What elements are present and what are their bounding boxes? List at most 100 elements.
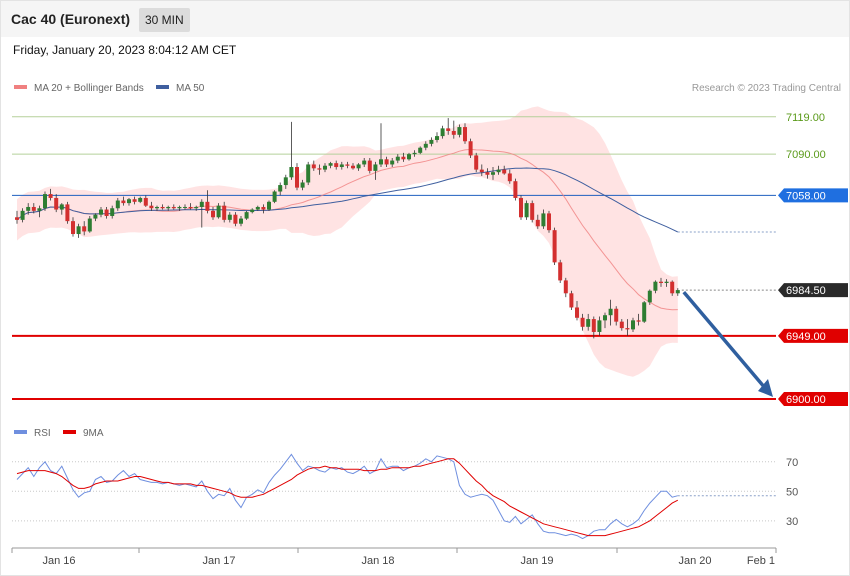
candle (222, 201, 227, 223)
candle (530, 200, 535, 223)
candle-body (440, 128, 445, 137)
candle-body (519, 197, 523, 218)
candle-body (608, 308, 613, 316)
candle-body (132, 199, 137, 202)
candle (82, 221, 87, 236)
candle (614, 306, 619, 326)
candle-body (115, 200, 120, 209)
candle-body (479, 169, 484, 173)
candle (261, 204, 266, 214)
candle (423, 141, 428, 151)
candle-body (502, 169, 507, 174)
candle (513, 178, 518, 201)
chart-header: Cac 40 (Euronext) 30 MIN (1, 1, 849, 37)
candle-body (670, 281, 675, 294)
candle-body (625, 328, 630, 330)
candle-body (491, 172, 495, 175)
level-label-7058.00: 7058.00 (786, 190, 826, 202)
candle-body (43, 194, 47, 209)
candle-body (65, 204, 70, 222)
candle (541, 209, 546, 229)
candle-body (373, 164, 378, 171)
candle (345, 161, 350, 169)
candle (351, 163, 355, 170)
candle (239, 215, 243, 227)
candle-body (496, 169, 501, 173)
candle (379, 123, 383, 168)
candle-body (390, 160, 395, 165)
candle (597, 316, 602, 336)
candle-body (295, 167, 299, 188)
legend-label-rsi: RSI (34, 428, 51, 439)
candle (317, 164, 322, 175)
moving-averages (16, 148, 776, 311)
legend-swatch-ma20 (14, 85, 27, 89)
candle-body (250, 209, 255, 213)
bollinger-band-area (17, 106, 678, 377)
candle (233, 212, 238, 227)
candle (59, 203, 64, 215)
rsi-lines (16, 453, 776, 540)
candle (373, 161, 378, 180)
candle (619, 319, 624, 331)
candle-body (659, 281, 663, 283)
candle-body (356, 164, 361, 169)
candle-body (429, 139, 434, 144)
candle (110, 205, 115, 219)
candle-body (227, 214, 232, 220)
level-labels: 7119.00 7090.00 7058.00 6984.50 6949.00 6900.… (778, 112, 848, 406)
candle-body (642, 302, 647, 322)
candle (155, 205, 159, 211)
candle (132, 196, 137, 205)
candle-body (194, 206, 199, 209)
candle-body (93, 214, 98, 219)
candle-body (334, 163, 339, 168)
timeframe-button[interactable]: 30 MIN (139, 8, 190, 32)
rsi-tick-label: 30 (786, 516, 798, 528)
candle-body (59, 204, 64, 210)
candle (608, 299, 613, 326)
candle (653, 280, 658, 294)
candle (183, 204, 187, 210)
candle-body (205, 201, 210, 211)
candle (138, 196, 143, 204)
candle (65, 201, 70, 224)
candle (664, 279, 669, 287)
candle (631, 317, 635, 332)
candle-body (99, 209, 103, 215)
candle (491, 167, 495, 180)
candle (356, 163, 361, 171)
candle-body (171, 206, 176, 209)
arrow-head (758, 378, 773, 397)
candle (76, 223, 81, 238)
rsi-axis-ticks: 70 50 30 (786, 457, 798, 528)
candle-body (636, 320, 641, 322)
candle-body (138, 197, 143, 202)
candle-body (345, 164, 350, 166)
candle (502, 165, 507, 175)
level-label-6984.50: 6984.50 (786, 285, 826, 297)
legend-swatch-rsi (14, 430, 27, 434)
candle-body (395, 156, 400, 161)
candle-body (188, 206, 193, 209)
candle-body (631, 320, 635, 330)
x-tick-label: Jan 20 (678, 555, 711, 567)
candle (211, 206, 215, 220)
candle-body (603, 315, 607, 321)
candle-body (362, 160, 367, 165)
candle (289, 121, 294, 180)
candle (547, 210, 551, 233)
candle-body (457, 127, 462, 135)
candle (451, 120, 456, 139)
x-tick-label: Feb 1 (747, 555, 775, 567)
candle (642, 301, 647, 323)
candle (429, 137, 434, 147)
candle (563, 277, 568, 298)
candle (216, 203, 221, 219)
candle (160, 204, 165, 210)
x-tick-label: Jan 19 (520, 555, 553, 567)
candle (71, 217, 75, 237)
price-levels (12, 116, 776, 400)
candle (177, 205, 182, 211)
